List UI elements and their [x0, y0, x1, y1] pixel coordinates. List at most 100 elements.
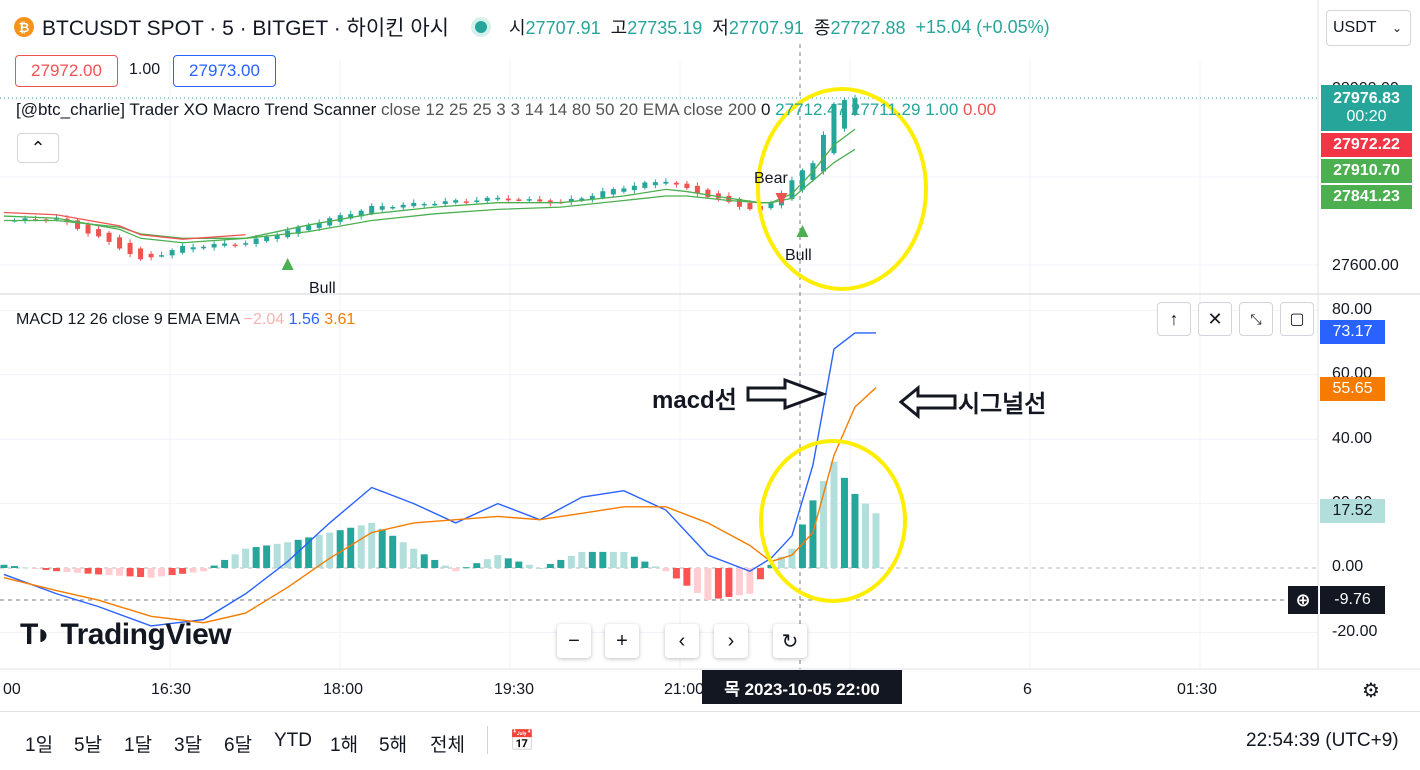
chevron-up-icon: ⌃ — [30, 137, 46, 158]
arrow-up-icon: ↑ — [1169, 308, 1179, 329]
range-5y[interactable]: 5해 — [379, 735, 408, 756]
candle-body — [22, 218, 28, 221]
tradingview-logo[interactable]: T◗ TradingView — [20, 618, 232, 652]
macd-line-annotation: macd선 — [652, 387, 737, 414]
hist-value-tag: 17.52 — [1320, 499, 1385, 523]
histogram-bar — [735, 568, 743, 596]
add-alert-icon[interactable]: ⊕ — [1288, 586, 1318, 614]
histogram-bar — [252, 547, 260, 568]
candle-body — [820, 134, 826, 172]
bottom-toolbar — [0, 711, 1420, 770]
candle-body — [547, 200, 553, 204]
candle-body — [253, 238, 259, 244]
collapse-pane-button[interactable]: ⤡ — [1239, 302, 1273, 336]
macd-pane — [0, 332, 880, 627]
candle-body — [148, 253, 154, 258]
macd-line — [3, 332, 876, 627]
ema-slow-line — [4, 148, 856, 239]
candle-body — [159, 255, 165, 257]
zoom-in-button[interactable]: + — [605, 624, 639, 658]
candle-body — [169, 250, 175, 256]
histogram-bar — [336, 530, 344, 568]
symbol-title[interactable]: BTCUSDT SPOT · 5 · BITGET · 하이킨 아시 — [42, 17, 449, 40]
signal-value-tag: 55.65 — [1320, 377, 1385, 401]
zoom-out-button[interactable]: − — [557, 624, 591, 658]
candle-body — [631, 185, 637, 191]
range-ytd[interactable]: YTD — [274, 730, 312, 751]
candle-body — [673, 182, 679, 185]
histogram-bar — [389, 535, 397, 568]
indicator-legend[interactable]: [@btc_charlie] Trader XO Macro Trend Sca… — [16, 100, 996, 120]
histogram-bar — [42, 568, 50, 570]
macd-tick-neg20: -20.00 — [1332, 623, 1378, 640]
histogram-bar — [221, 559, 229, 568]
histogram-bar — [399, 542, 407, 568]
histogram-bar — [525, 564, 533, 568]
range-3m[interactable]: 3달 — [174, 735, 203, 756]
close-pane-button[interactable]: ✕ — [1198, 302, 1232, 336]
move-pane-up-button[interactable]: ↑ — [1157, 302, 1191, 336]
currency-select[interactable]: USDT ⌄ — [1326, 10, 1411, 46]
range-5d[interactable]: 5날 — [74, 735, 103, 756]
histogram-bar — [683, 568, 691, 586]
histogram-bar — [179, 568, 187, 574]
chevron-left-icon: ‹ — [678, 629, 686, 652]
histogram-bar — [210, 565, 218, 568]
histogram-bar — [851, 493, 859, 568]
histogram-bar — [441, 565, 449, 568]
histogram-bar — [63, 568, 71, 573]
histogram-bar — [420, 554, 428, 568]
range-all[interactable]: 전체 — [430, 735, 465, 756]
candle-body — [715, 193, 721, 199]
range-1m[interactable]: 1달 — [124, 735, 153, 756]
sell-button[interactable]: 27972.00 — [15, 55, 118, 87]
macd-legend[interactable]: MACD 12 26 close 9 EMA EMA −2.04 1.56 3.… — [16, 311, 355, 329]
histogram-bar — [74, 568, 82, 573]
candle-body — [516, 199, 522, 201]
buy-button[interactable]: 27973.00 — [173, 55, 276, 87]
indicator-value-1: 27712.47 — [775, 100, 847, 119]
candle-body — [411, 202, 417, 207]
settings-gear-icon[interactable]: ⚙ — [1357, 676, 1385, 704]
range-6m[interactable]: 6달 — [224, 735, 253, 756]
histogram-bar — [515, 561, 523, 568]
candle-body — [789, 180, 795, 200]
histogram-bar — [840, 477, 848, 568]
candle-body — [610, 189, 616, 195]
symbol-header: ₿ BTCUSDT SPOT · 5 · BITGET · 하이킨 아시 시27… — [14, 10, 1050, 44]
histogram-bar — [305, 537, 313, 568]
histogram-bar — [294, 539, 302, 568]
histogram-bar — [641, 561, 649, 568]
timezone-clock[interactable]: 22:54:39 (UTC+9) — [1246, 730, 1399, 751]
candle-body — [211, 243, 217, 248]
scroll-left-button[interactable]: ‹ — [665, 624, 699, 658]
histogram-bar — [147, 568, 155, 578]
histogram-bar — [536, 568, 544, 569]
candle-body — [589, 195, 595, 200]
histogram-bar — [473, 563, 481, 568]
price-change: +15.04 (+0.05%) — [915, 16, 1050, 37]
range-1y[interactable]: 1해 — [330, 735, 359, 756]
histogram-bar — [263, 545, 271, 568]
collapse-legend-button[interactable]: ⌃ — [17, 133, 59, 163]
candle-body — [736, 198, 742, 207]
maximize-pane-button[interactable]: ▢ — [1280, 302, 1314, 336]
ema-fast-line — [3, 128, 856, 244]
histogram-bar — [630, 556, 638, 568]
bull-signal-label-2: Bull — [785, 247, 812, 264]
histogram-bar — [714, 568, 722, 599]
indicator-value-3: 1.00 — [925, 100, 959, 119]
histogram-bar — [231, 554, 239, 568]
scroll-right-button[interactable]: › — [714, 624, 748, 658]
date-range-calendar-icon[interactable]: 📅 — [505, 724, 539, 756]
candle-body — [694, 185, 700, 194]
candle-body — [600, 191, 606, 198]
range-1d[interactable]: 1일 — [25, 735, 54, 756]
time-label-4: 21:00 — [664, 681, 705, 698]
histogram-bar — [431, 559, 439, 568]
cursor-time-tag: 목 2023-10-05 22:00 — [702, 670, 902, 704]
histogram-bar — [357, 525, 365, 568]
reset-chart-button[interactable]: ↻ — [773, 624, 807, 658]
candle-body — [348, 214, 354, 219]
